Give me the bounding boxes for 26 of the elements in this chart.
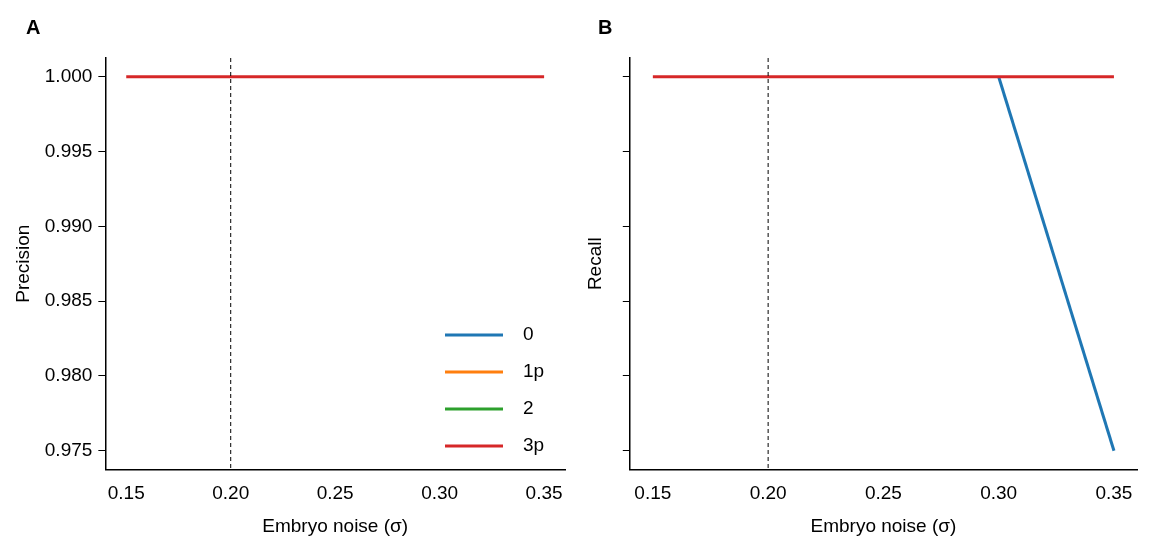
- x-tick-label: 0.35: [525, 482, 563, 504]
- y-tick-label: 0.995: [44, 139, 93, 161]
- x-tick-label: 0.30: [980, 482, 1018, 504]
- y-axis-title: Precision: [11, 224, 33, 303]
- y-tick-label: 0.980: [44, 364, 93, 386]
- x-tick-label: 0.35: [1095, 482, 1133, 504]
- x-tick-label: 0.15: [634, 482, 672, 504]
- y-tick-label: 0.985: [44, 289, 93, 311]
- x-tick-label: 0.20: [749, 482, 787, 504]
- x-tick-label: 0.25: [316, 482, 354, 504]
- y-tick-label: 1.000: [44, 64, 93, 86]
- legend-label: 3p: [523, 434, 545, 456]
- x-tick-label: 0.20: [212, 482, 250, 504]
- y-axis-title: Recall: [583, 237, 605, 291]
- x-axis-title: Embryo noise (σ): [810, 514, 957, 536]
- legend-label: 1p: [523, 360, 545, 382]
- x-tick-label: 0.25: [864, 482, 902, 504]
- chart-title: B: [598, 15, 613, 38]
- x-axis-title: Embryo noise (σ): [262, 514, 409, 536]
- x-tick-label: 0.15: [107, 482, 145, 504]
- legend-label: 0: [523, 323, 534, 345]
- chart-title: A: [26, 15, 41, 38]
- x-tick-label: 0.30: [421, 482, 459, 504]
- y-tick-label: 0.990: [44, 214, 93, 236]
- y-tick-label: 0.975: [44, 438, 93, 460]
- legend-label: 2: [523, 397, 534, 419]
